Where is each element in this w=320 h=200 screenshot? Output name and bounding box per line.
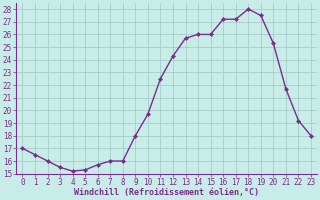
X-axis label: Windchill (Refroidissement éolien,°C): Windchill (Refroidissement éolien,°C) (74, 188, 259, 197)
